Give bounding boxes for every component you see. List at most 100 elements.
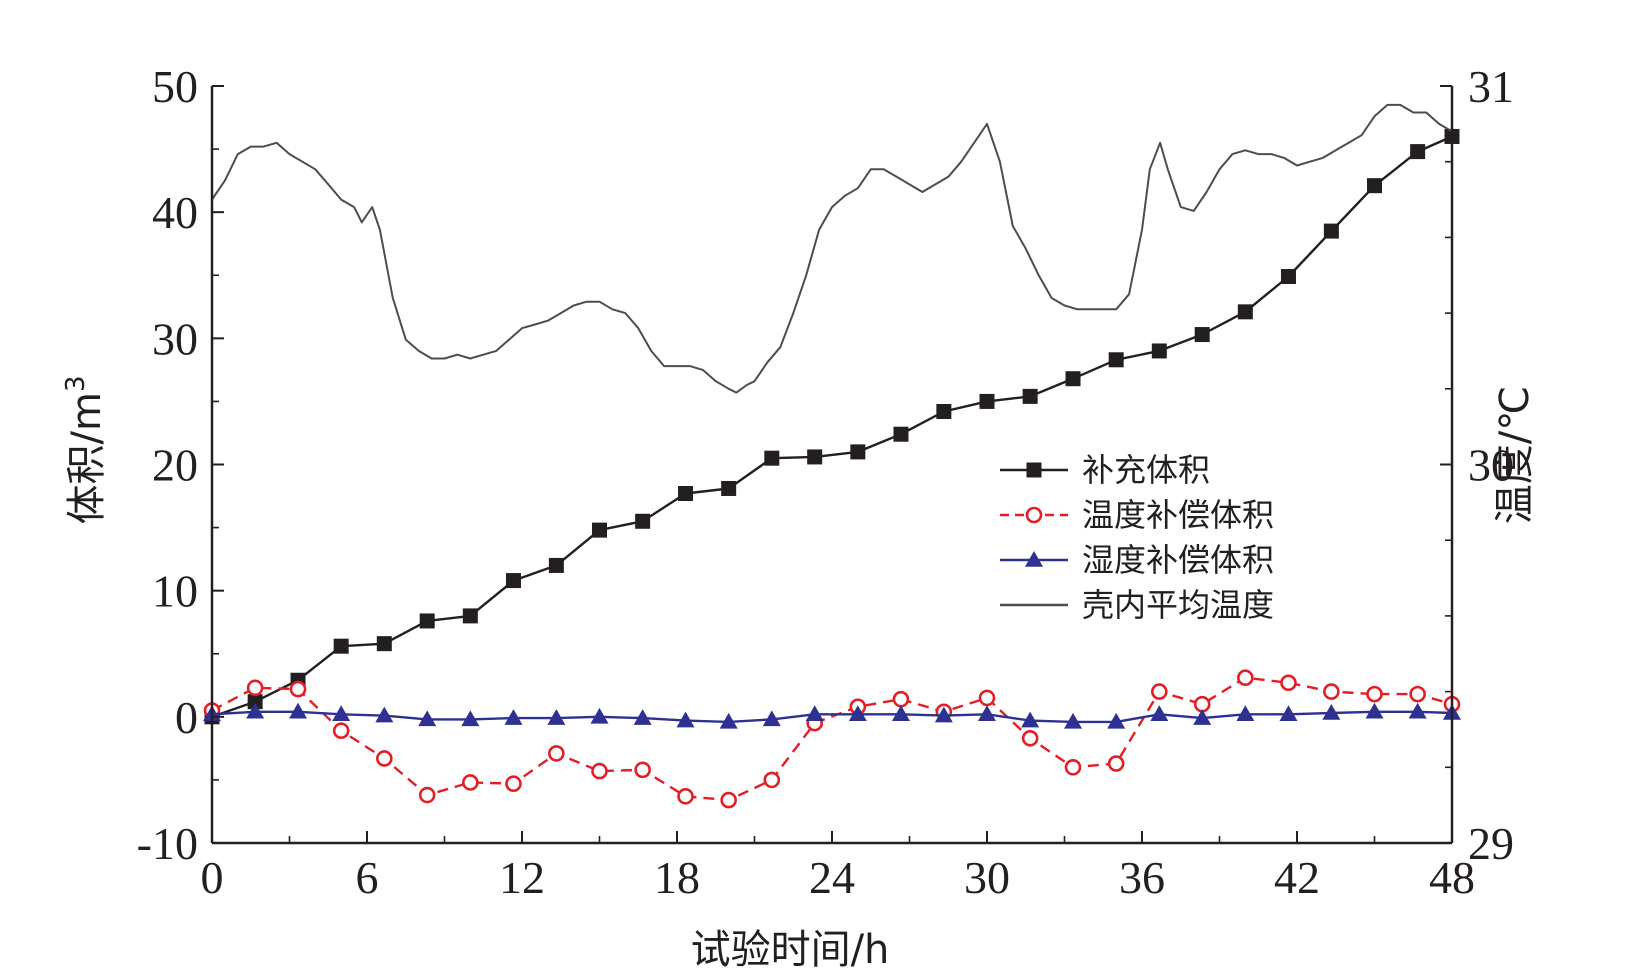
data-point [376,750,393,767]
data-point [1279,705,1298,722]
data-point [289,680,307,698]
data-point [418,710,437,727]
data-point [763,771,781,789]
x-tick-label: 42 [1274,852,1320,903]
data-point [850,444,866,460]
data-point [1064,758,1082,776]
y-right-tick-label: 29 [1468,818,1514,869]
data-point [289,702,308,719]
data-point [762,710,781,727]
data-point [333,638,349,654]
legend-item: 补充体积 [1000,451,1210,489]
legend-label: 湿度补偿体积 [1082,541,1274,579]
data-point [1022,388,1038,404]
left-axis-title: 体积/m3 [61,376,110,525]
y-right-tick-label: 31 [1468,61,1514,112]
data-point [1065,371,1081,387]
legend-swatch-marker [1025,506,1043,524]
data-point [504,709,523,725]
data-point [1194,327,1210,343]
data-point [419,613,435,629]
data-point [418,786,436,804]
series-line [211,676,1453,802]
y-left-tick-label: 0 [175,692,198,743]
data-point [1236,705,1255,722]
y-left-tick-label: -10 [137,818,198,869]
data-point [892,690,910,708]
data-point [1108,352,1124,368]
legend-item: 壳内平均温度 [1000,586,1274,624]
data-point [1409,685,1426,703]
legend-item: 温度补偿体积 [1000,496,1274,534]
left-axis-title-superscript: 3 [61,376,91,393]
data-point [1237,304,1253,320]
data-point [764,450,780,466]
data-point [720,791,737,809]
data-point [505,775,522,793]
data-point [936,404,952,420]
data-point [376,636,392,652]
data-point [721,480,737,496]
data-point [1064,712,1083,729]
data-point [1193,709,1212,725]
series-1 [204,128,1460,725]
series-3 [203,702,1461,729]
x-tick-label: 30 [964,852,1010,903]
legend-item: 湿度补偿体积 [1000,541,1274,579]
data-point [891,705,910,722]
x-axis-title: 试验时间/h [691,927,890,973]
data-point [548,745,565,762]
data-point [978,689,996,707]
legend-label: 温度补偿体积 [1082,496,1274,534]
data-point [934,706,953,723]
data-point [635,513,651,529]
series-2 [203,669,1461,809]
data-point [1280,269,1296,285]
data-point [719,712,738,729]
data-point [375,706,394,723]
y-left-tick-label: 30 [152,313,198,364]
x-tick-label: 18 [654,852,700,903]
y-left-tick-label: 40 [152,187,198,238]
data-point [1107,712,1126,729]
data-point [1367,178,1382,194]
data-point [247,694,263,710]
data-point [634,761,651,779]
legend-label: 补充体积 [1082,451,1210,489]
y-left-tick-label: 20 [152,440,198,491]
x-tick-label: 48 [1429,852,1475,903]
data-point [1322,704,1341,720]
data-point [1408,702,1427,719]
data-point [461,710,480,727]
series-4 [211,103,1453,394]
data-point [1366,685,1383,703]
data-point [979,393,995,409]
data-point [1323,223,1339,239]
data-point [807,449,823,465]
data-point [1021,729,1039,747]
series-line [211,710,1453,724]
series-line [211,103,1453,394]
data-point [548,557,564,573]
data-point [978,705,996,722]
data-point [332,722,350,740]
y-right-tick-label: 30 [1468,440,1514,491]
data-point [1150,705,1169,722]
data-point [678,486,694,502]
data-point [1365,702,1384,719]
data-point [848,705,867,722]
data-point [893,426,909,442]
right-axis-title: 温度/℃ [1492,386,1538,524]
left-axis-title-text: 体积/m [64,392,110,524]
legend-swatch-marker [1025,551,1043,567]
data-point [1323,683,1340,700]
data-point [462,774,479,791]
x-tick-label: 24 [809,852,855,903]
x-tick-label: 12 [499,852,545,903]
y-left-tick-label: 50 [152,61,198,112]
y-left-tick-label: 10 [152,566,198,617]
x-tick-label: 6 [356,852,379,903]
